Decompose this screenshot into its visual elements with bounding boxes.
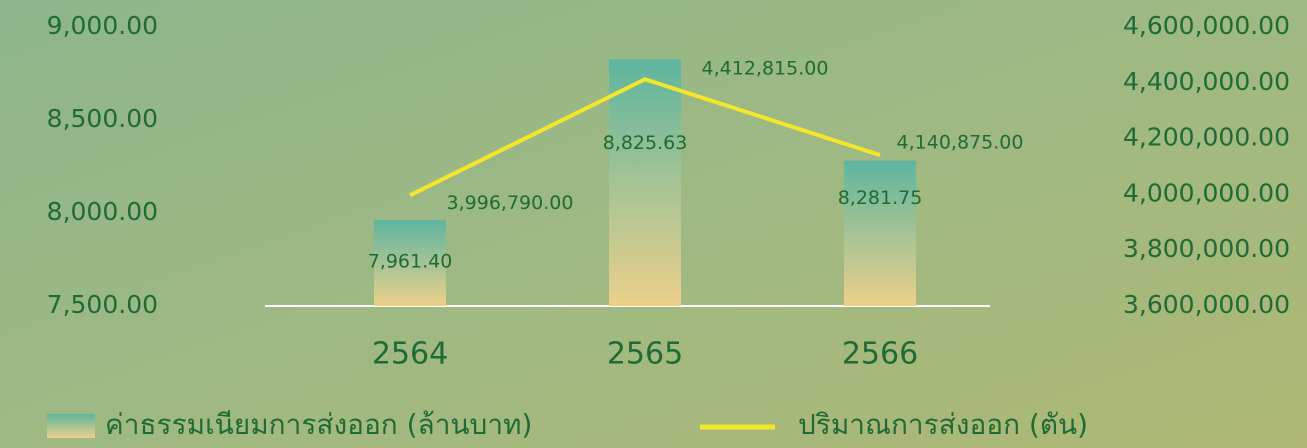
y2-tick-label: 4,000,000.00 (1123, 178, 1290, 207)
y2-tick-label: 3,600,000.00 (1123, 290, 1290, 319)
y2-tick-label: 3,800,000.00 (1123, 234, 1290, 263)
y2-tick-label: 4,400,000.00 (1123, 67, 1290, 96)
line-value-label: 4,140,875.00 (897, 132, 1024, 154)
y-tick-label: 8,500.00 (47, 104, 158, 133)
x-tick-label: 2565 (607, 337, 683, 372)
y2-tick-label: 4,600,000.00 (1123, 11, 1290, 40)
y-tick-label: 9,000.00 (47, 11, 158, 40)
x-tick-label: 2564 (372, 337, 448, 372)
bar (609, 59, 681, 307)
bar-value-label: 8,825.63 (603, 132, 688, 154)
line (409, 77, 881, 198)
y-tick-label: 8,000.00 (47, 197, 158, 226)
y-tick-label: 7,500.00 (47, 290, 158, 319)
x-tick-label: 2566 (842, 337, 918, 372)
bar (844, 160, 916, 306)
bar-value-label: 7,961.40 (368, 251, 453, 273)
line-value-label: 3,996,790.00 (447, 192, 574, 214)
legend-label: ปริมาณการส่งออก (ตัน) (798, 408, 1088, 441)
bar-value-label: 8,281.75 (838, 187, 923, 209)
legend-label: ค่าธรรมเนียมการส่งออก (ล้านบาท) (105, 408, 532, 441)
bar (374, 220, 446, 306)
y2-tick-label: 4,200,000.00 (1123, 123, 1290, 152)
line-value-label: 4,412,815.00 (702, 58, 829, 80)
legend-swatch-bar (47, 414, 95, 438)
